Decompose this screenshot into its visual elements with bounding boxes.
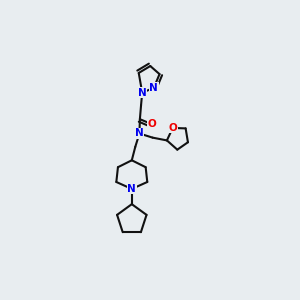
Text: O: O — [168, 123, 177, 133]
Text: O: O — [148, 119, 156, 129]
Text: N: N — [128, 184, 136, 194]
Text: N: N — [138, 88, 147, 98]
Text: N: N — [149, 83, 158, 93]
Text: N: N — [135, 128, 144, 139]
